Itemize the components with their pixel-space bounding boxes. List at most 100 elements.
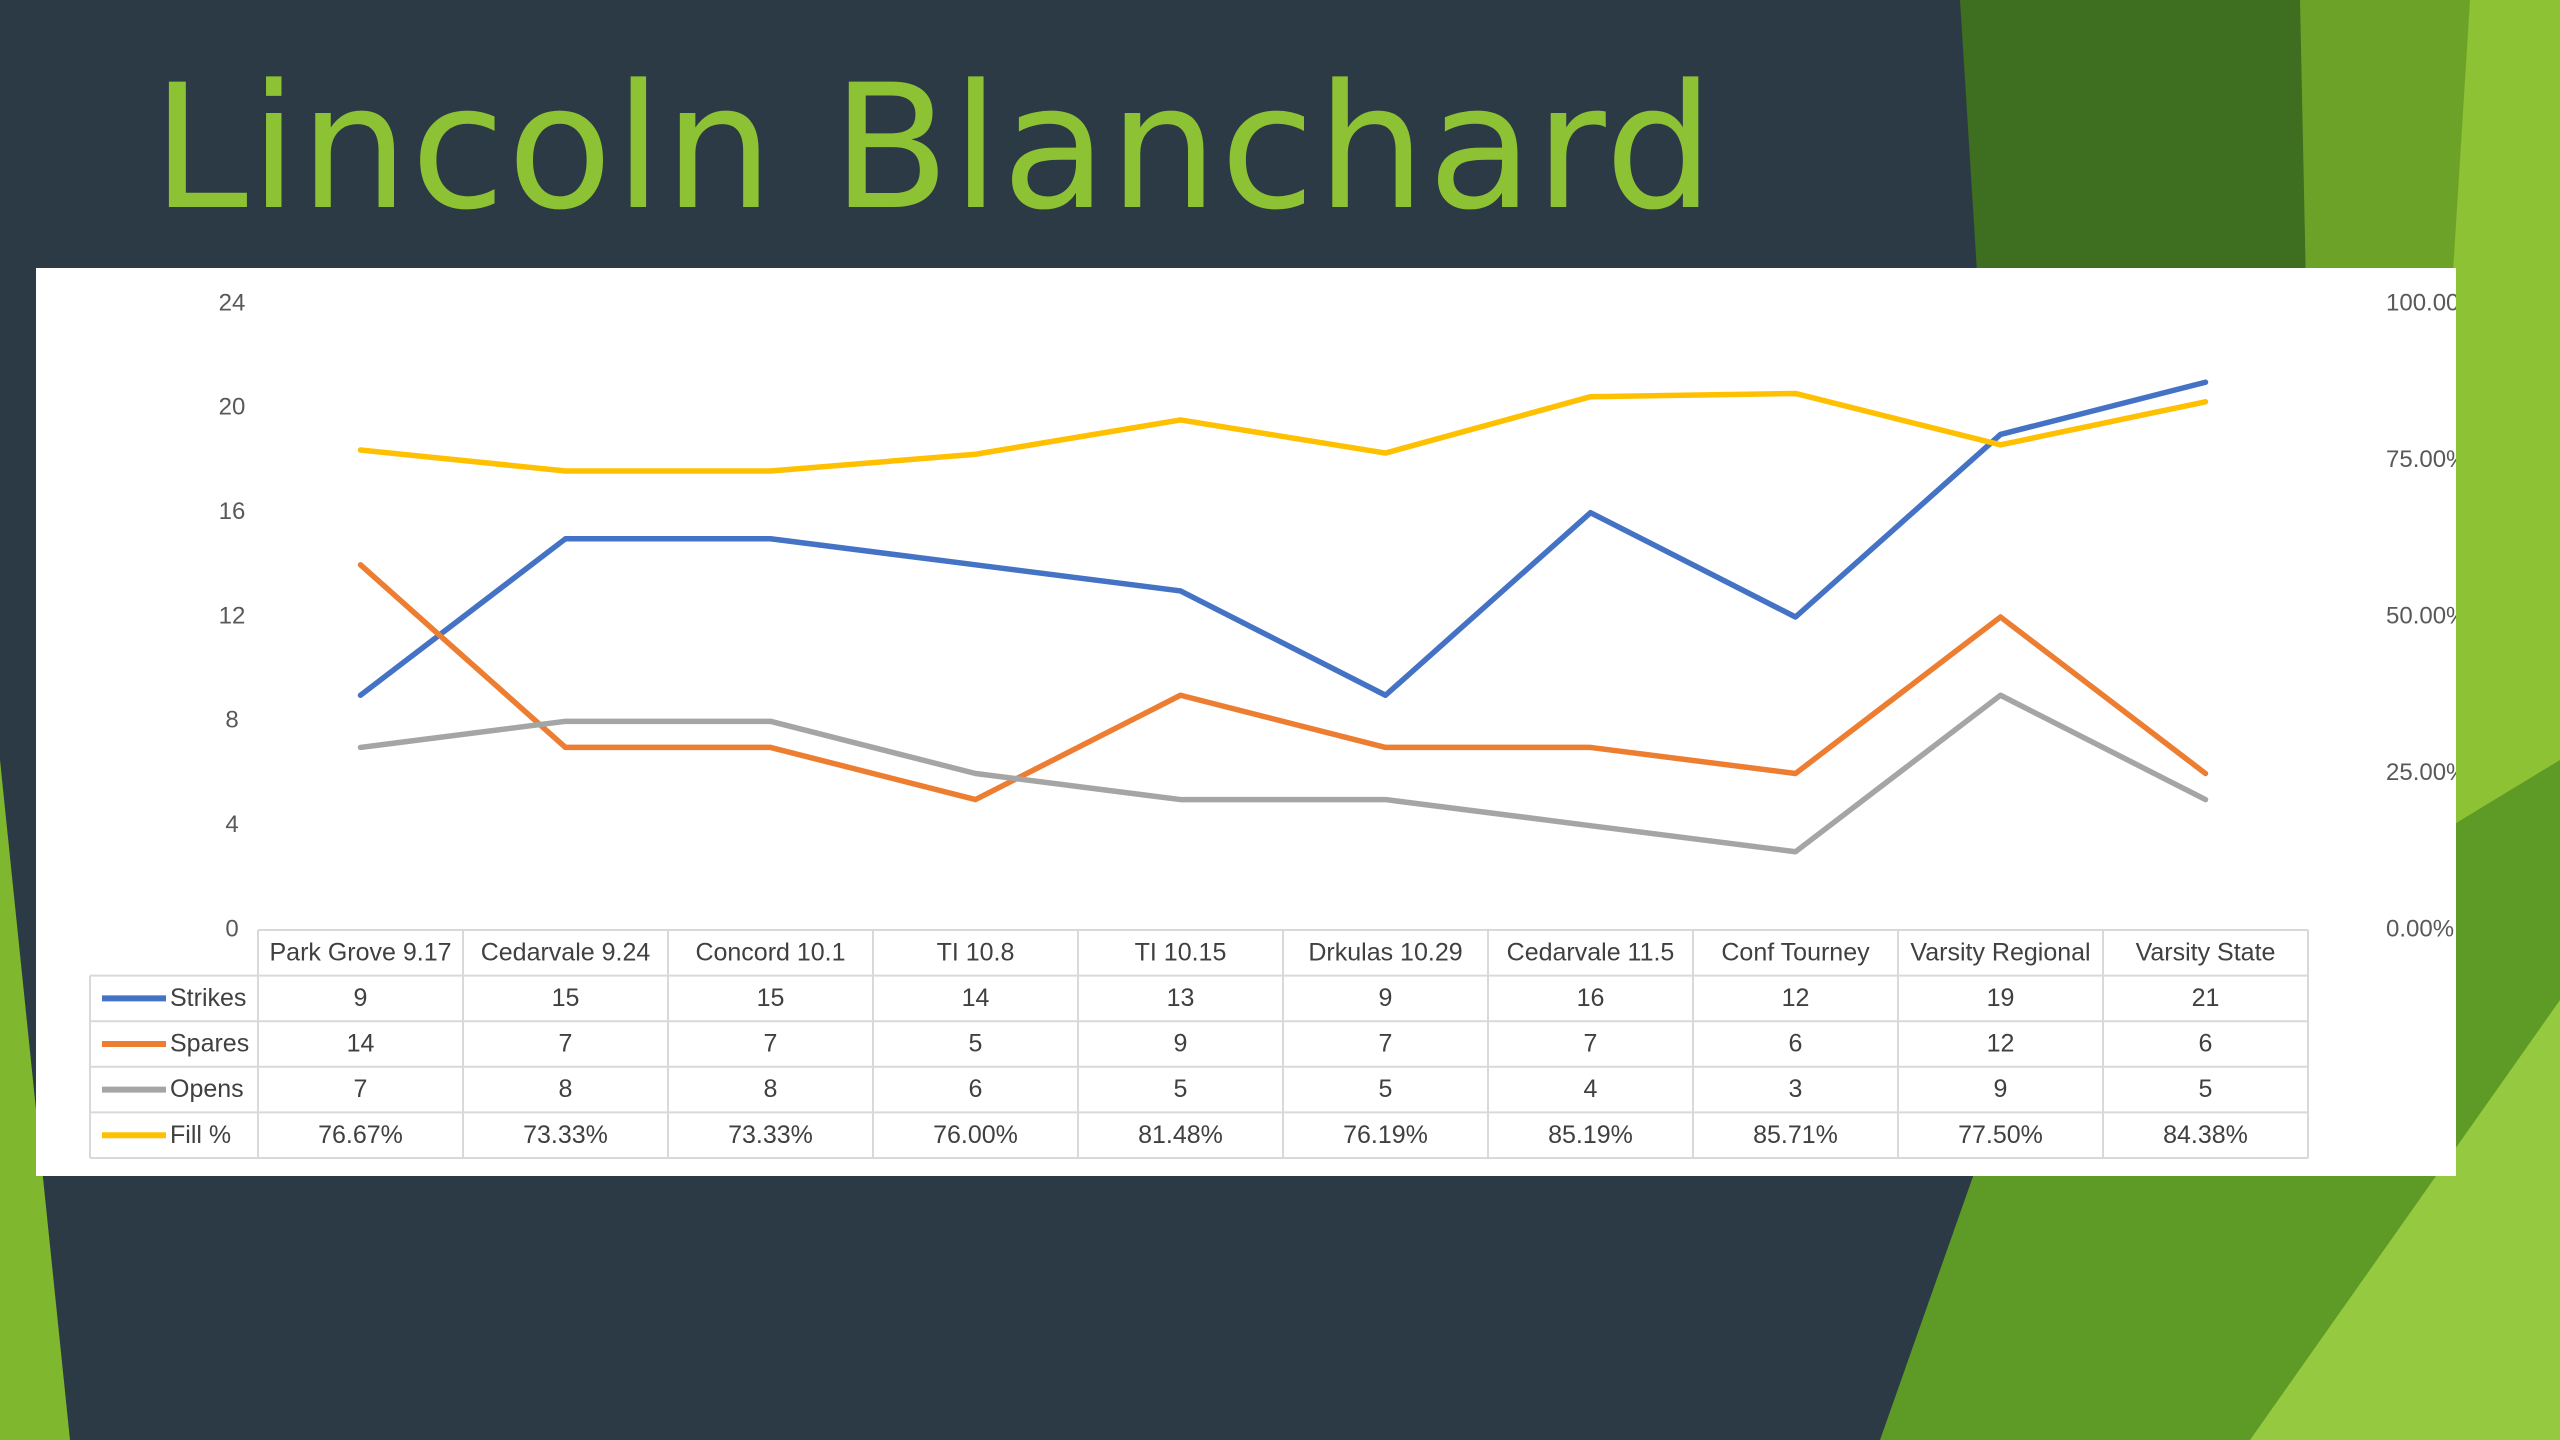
legend-label: Fill % [170, 1121, 231, 1149]
y-tick-label: 12 [219, 602, 246, 629]
data-point [1178, 588, 1183, 594]
y-tick-label: 0 [225, 915, 238, 942]
data-point [1998, 442, 2003, 448]
data-point [768, 718, 773, 724]
y2-tick-label: 100.00% [2386, 289, 2456, 316]
series-line-fill [357, 390, 2209, 474]
table-cell: 5 [2199, 1075, 2213, 1103]
data-point [1588, 510, 1593, 516]
data-point [973, 771, 978, 776]
data-point [1998, 692, 2003, 698]
table-cell: 73.33% [728, 1121, 813, 1149]
background-left-green-shape [0, 760, 70, 1440]
data-point [1793, 390, 1798, 396]
category-label: Concord 10.1 [695, 938, 845, 966]
data-point [1178, 692, 1183, 698]
data-point [358, 447, 363, 453]
table-cell: 7 [1379, 1030, 1393, 1058]
table-cell: 85.19% [1548, 1121, 1633, 1149]
data-point [2203, 379, 2208, 385]
table-cell: 19 [1987, 984, 2015, 1012]
data-point [1793, 771, 1798, 776]
table-cell: 12 [1987, 1030, 2015, 1058]
data-point [1998, 614, 2003, 620]
table-cell: 8 [559, 1075, 573, 1103]
line-chart: 0 4 8 12 16 20 24 0.00% 25.00% 50.00% 75.00% 100.0… [89, 289, 2456, 1159]
category-label: Conf Tourney [1721, 938, 1870, 966]
table-cell: 9 [354, 984, 368, 1012]
table-cell: 14 [347, 1030, 375, 1058]
y-tick-label: 4 [225, 811, 238, 838]
data-point [2203, 771, 2208, 776]
series-line-opens [357, 692, 2209, 855]
category-label: Park Grove 9.17 [269, 938, 451, 966]
y-tick-label: 16 [219, 498, 246, 525]
table-cell: 9 [1379, 984, 1393, 1012]
table-cell: 5 [1379, 1075, 1393, 1103]
table-cell: 76.00% [933, 1121, 1018, 1149]
data-point [973, 562, 978, 568]
table-cell: 77.50% [1958, 1121, 2043, 1149]
category-label: TI 10.15 [1135, 938, 1227, 966]
data-point [358, 744, 363, 750]
data-point [768, 468, 773, 474]
table-cell: 7 [764, 1030, 778, 1058]
category-label: Cedarvale 11.5 [1507, 938, 1675, 966]
y-tick-label: 8 [225, 707, 238, 734]
data-point [1178, 417, 1183, 423]
data-point [563, 468, 568, 474]
table-cell: 14 [962, 984, 990, 1012]
data-point [1383, 450, 1388, 456]
category-label: Cedarvale 9.24 [481, 938, 651, 966]
data-point [973, 451, 978, 457]
data-point [1793, 849, 1798, 855]
y2-tick-label: 25.00% [2386, 759, 2456, 786]
table-cell: 76.67% [318, 1121, 403, 1149]
data-point [563, 718, 568, 724]
y-tick-label: 24 [219, 289, 246, 316]
table-cell: 6 [2199, 1030, 2213, 1058]
y-axis-left: 0 4 8 12 16 20 24 [219, 289, 246, 942]
table-cell: 6 [1789, 1030, 1803, 1058]
y-tick-label: 20 [219, 394, 246, 421]
table-cell: 3 [1789, 1075, 1803, 1103]
table-cell: 84.38% [2163, 1121, 2248, 1149]
category-label: Varsity State [2136, 938, 2276, 966]
table-cell: 73.33% [523, 1121, 608, 1149]
data-point [768, 744, 773, 750]
data-point [1793, 614, 1798, 620]
table-cell: 15 [552, 984, 580, 1012]
data-point [973, 797, 978, 803]
category-label: TI 10.8 [937, 938, 1015, 966]
table-cell: 76.19% [1343, 1121, 1428, 1149]
series-line-strikes [357, 379, 2209, 698]
background-bright-wedge-bottom [2250, 1000, 2560, 1440]
data-point [2203, 797, 2208, 803]
table-cell: 12 [1782, 984, 1810, 1012]
table-cell: 81.48% [1138, 1121, 1223, 1149]
table-cell: 9 [1994, 1075, 2008, 1103]
table-cell: 16 [1577, 984, 1605, 1012]
table-cell: 15 [757, 984, 785, 1012]
table-cell: 13 [1167, 984, 1195, 1012]
data-point [1178, 797, 1183, 803]
data-point [1998, 431, 2003, 437]
data-point [1383, 797, 1388, 803]
y2-tick-label: 50.00% [2386, 602, 2456, 629]
series-line-spares [357, 562, 2209, 803]
legend-label: Spares [170, 1030, 249, 1058]
y2-tick-label: 0.00% [2386, 915, 2454, 942]
data-table: Park Grove 9.17 Cedarvale 9.24 Concord 10.… [89, 929, 2309, 1159]
category-label: Drkulas 10.29 [1308, 938, 1462, 966]
table-cell: 4 [1584, 1075, 1598, 1103]
series-lines [357, 379, 2209, 855]
data-point [563, 744, 568, 750]
table-cell: 9 [1174, 1030, 1188, 1058]
legend-label: Strikes [170, 984, 246, 1012]
y-axis-right: 0.00% 25.00% 50.00% 75.00% 100.00% [2386, 289, 2456, 942]
data-point [1588, 744, 1593, 750]
slide-title: Lincoln Blanchard [152, 47, 1716, 248]
table-cell: 7 [354, 1075, 368, 1103]
data-point [1383, 744, 1388, 750]
chart-panel: 0 4 8 12 16 20 24 0.00% 25.00% 50.00% 75.00% 100.0… [36, 268, 2456, 1176]
